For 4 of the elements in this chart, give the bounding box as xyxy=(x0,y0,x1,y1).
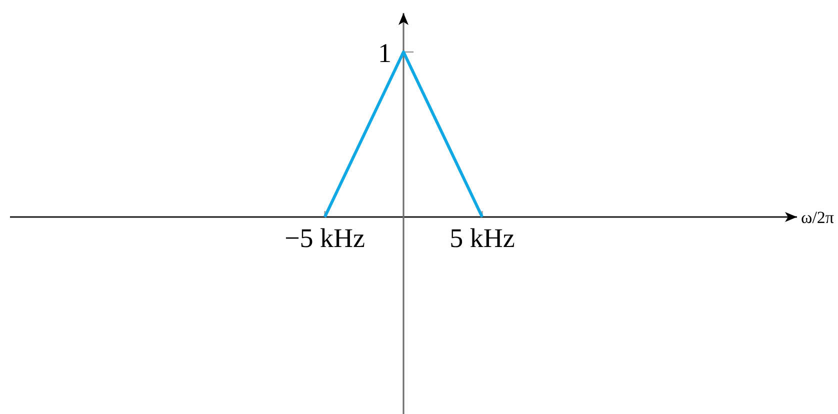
x-tick-label: 5 kHz xyxy=(450,223,515,253)
annotation: 1 xyxy=(378,38,392,68)
x-tick-label: −5 kHz xyxy=(284,223,366,253)
x-axis-title: ω/2π xyxy=(801,208,834,227)
